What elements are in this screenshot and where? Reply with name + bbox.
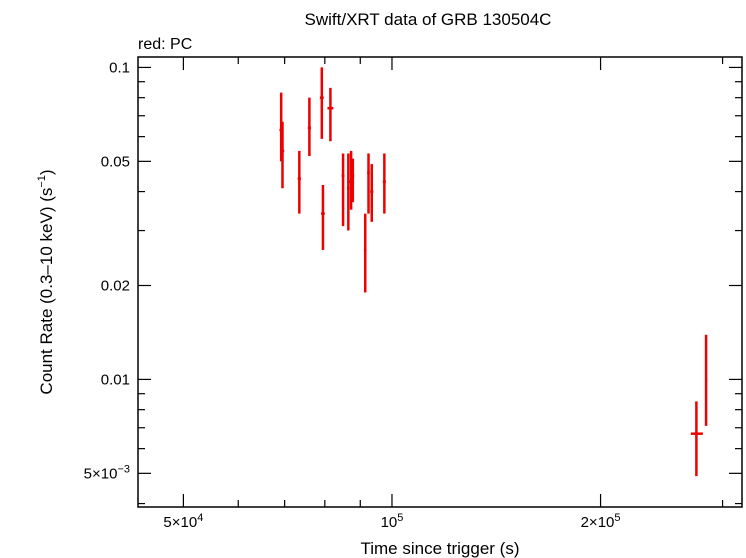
y-tick-label: 0.01	[101, 371, 130, 388]
data-point	[321, 184, 325, 250]
x-tick-label: 5×104	[163, 512, 203, 531]
data-point	[341, 153, 345, 227]
data-point	[319, 67, 324, 139]
data-point	[351, 158, 355, 203]
tick-labels: 5×104 105 2×105 0.1 0.05 0.02 0.01 5×10−3	[84, 59, 621, 531]
data-points	[279, 67, 708, 477]
data-point	[704, 334, 708, 426]
data-point	[690, 401, 703, 477]
plot-frame	[137, 56, 743, 508]
chart-subtitle: red: PC	[138, 36, 192, 53]
data-point	[370, 164, 374, 222]
y-tick-label: 5×10−3	[84, 463, 130, 482]
y-tick-label: 0.02	[101, 277, 130, 294]
y-axis-label: Count Rate (0.3–10 keV) (s−1)	[36, 169, 56, 394]
axis-ticks	[138, 57, 742, 507]
data-point	[367, 153, 370, 214]
data-point	[297, 150, 301, 214]
x-tick-label: 2×105	[581, 512, 621, 531]
x-axis-label: Time since trigger (s)	[360, 539, 519, 558]
data-point	[307, 97, 311, 157]
data-point	[279, 92, 283, 162]
data-point	[327, 87, 334, 142]
data-point	[363, 213, 367, 293]
chart-title: Swift/XRT data of GRB 130504C	[305, 10, 552, 29]
data-point	[346, 153, 350, 231]
data-point	[382, 153, 386, 214]
y-tick-label: 0.1	[109, 59, 130, 76]
x-tick-label: 105	[381, 512, 404, 531]
y-tick-label: 0.05	[101, 153, 130, 170]
